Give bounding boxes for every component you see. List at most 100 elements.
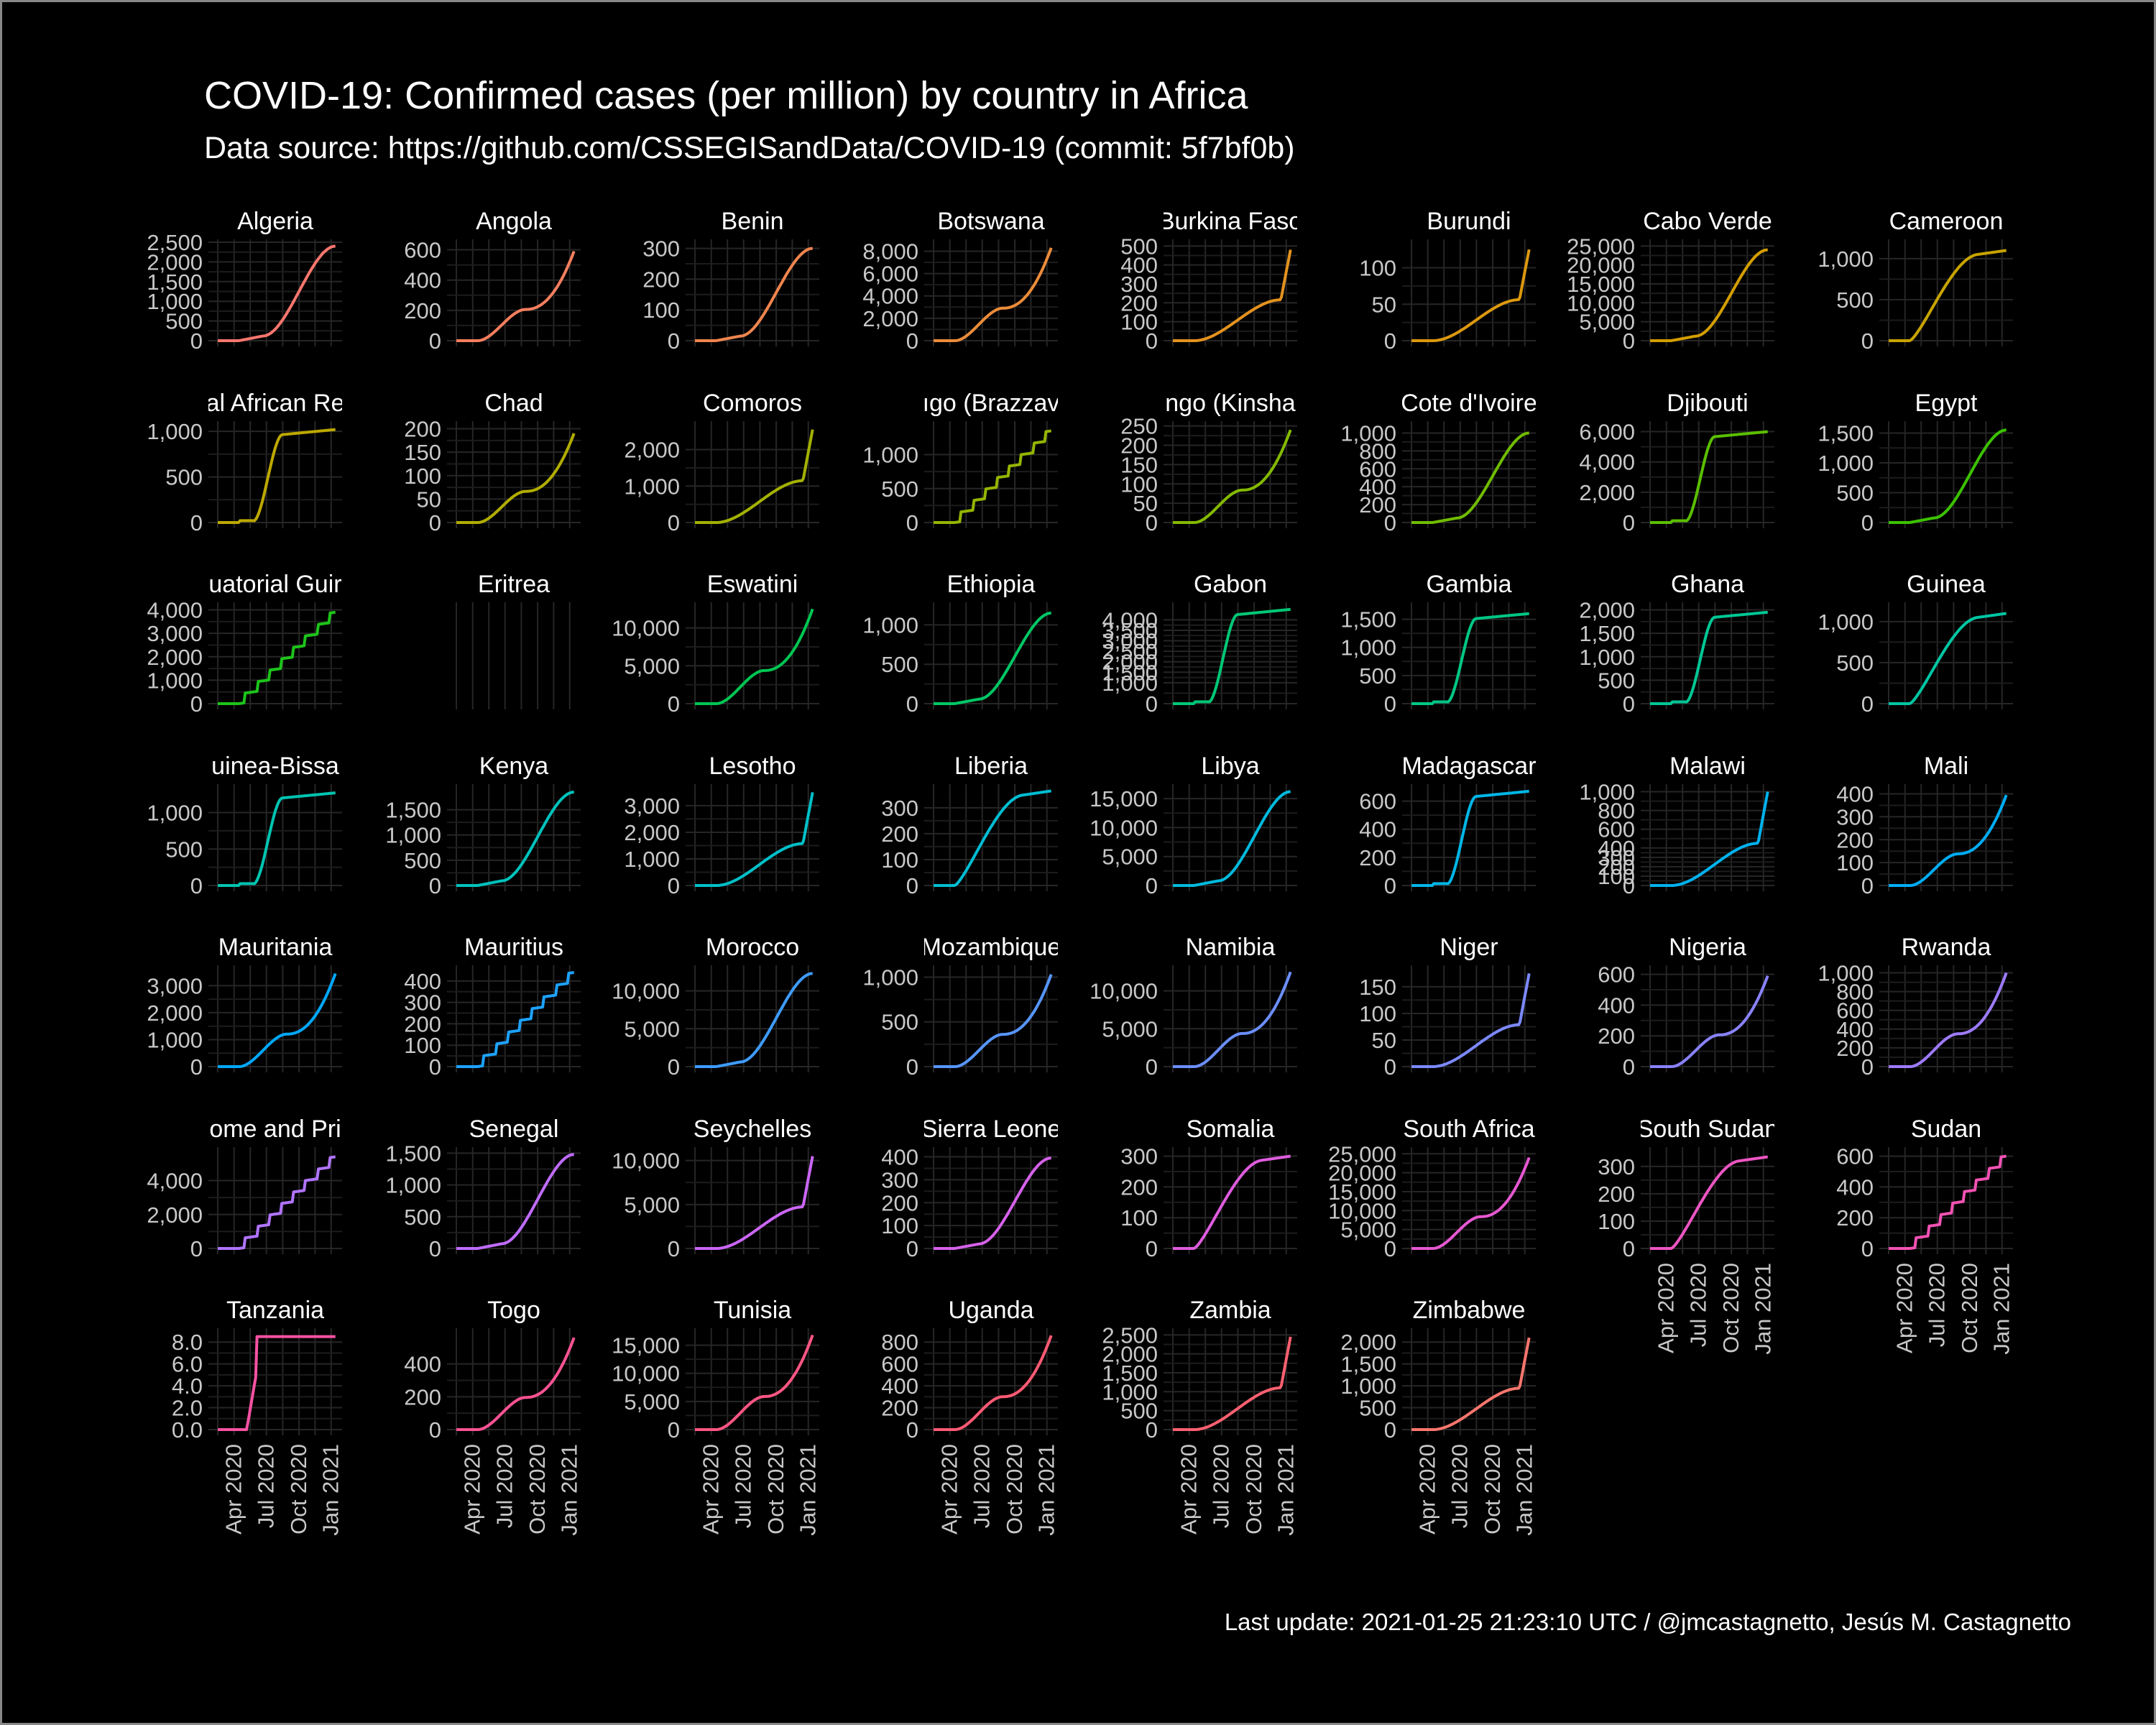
y-tick-label: 2,000 [1579,598,1635,623]
y-tick-label: 0 [906,873,918,898]
x-tick-label: Jul 2020 [254,1444,279,1528]
x-tick-label: Oct 2020 [1957,1263,1982,1353]
y-tick-label: 4,000 [1579,450,1635,475]
y-tick-label: 0 [1623,1236,1635,1261]
y-tick-label: 0 [190,1236,203,1261]
series-line-madagascar [1411,789,1529,887]
y-tick-label: 400 [404,969,441,994]
y-tick-label: 1,000 [1102,671,1158,696]
series-line-mauritania [217,972,337,1068]
facet-title: South Sudan [1637,1116,1779,1143]
y-tick-label: 10,000 [612,1149,680,1174]
facet-title: Tanzania [226,1297,324,1324]
facet-eritrea: Eritrea [456,571,571,709]
facet-south-africa: South Africa 05,00010,00015,00020,00025,0… [1328,1116,1536,1261]
y-tick-label: 4,000 [147,598,203,623]
facet-seychelles: Seychelles 0 5,000 10,000 [612,1116,819,1261]
y-tick-label: 4,000 [147,1169,203,1194]
y-tick-label: 5,000 [1102,845,1158,870]
facet-title: Burundi [1427,208,1511,235]
facet-title: Botswana [937,208,1044,235]
x-tick-label: Jan 2021 [1989,1263,2014,1355]
y-tick-label: 1,000 [624,474,680,499]
facet-title: uatorial Guir [208,571,341,598]
y-tick-label: 500 [881,652,918,677]
facet-somalia: Somalia 0 100 200 300 [1120,1116,1297,1261]
x-tick-label: Jul 2020 [731,1444,756,1528]
series-line-burkina-faso [1172,249,1292,342]
y-tick-label: 0 [906,691,918,717]
y-tick-label: 0 [429,873,441,898]
chart-title: COVID-19: Confirmed cases (per million) … [204,74,1248,117]
series-line-congo-kinshasa- [1172,429,1292,524]
y-tick-label: 10,000 [1328,1198,1396,1223]
facet-djibouti: Djibouti 0 2,000 4,000 6,000 [1579,390,1774,535]
facet-comoros: Comoros 0 1,000 2,000 [624,390,819,535]
y-tick-label: 0 [668,328,680,354]
x-tick-label: Apr 2020 [1176,1444,1202,1535]
x-tick-label: Jan 2021 [1512,1444,1537,1536]
y-tick-label: 1,500 [147,270,203,295]
facet-title: Uganda [948,1297,1033,1324]
series-line-mozambique [933,974,1053,1068]
facet-title: Sierra Leone [921,1116,1061,1143]
y-tick-label: 4.0 [172,1374,203,1399]
y-tick-label: 1,000 [1340,635,1396,661]
y-tick-label: 300 [1120,272,1158,297]
x-tick-label: Jan 2021 [318,1444,344,1536]
y-tick-label: 6,000 [1579,420,1635,445]
series-line-eswatini [694,608,814,705]
series-line-morocco [694,972,813,1068]
x-tick-label: Jul 2020 [492,1444,517,1528]
series-line-djibouti [1649,430,1768,524]
facet-title: Malawi [1669,753,1746,780]
series-line-ethiopia [933,612,1051,705]
series-line-tunisia [694,1334,814,1431]
y-tick-label: 1,000 [1340,1374,1396,1399]
facet-title: Egypt [1915,390,1978,417]
facet-nigeria: Nigeria 0 200 400 600 [1598,934,1774,1080]
series-line-namibia [1172,971,1292,1068]
y-tick-label: 200 [1120,433,1158,459]
series-line-cote-d-ivoire [1411,431,1529,524]
series-line-cabo-verde [1649,248,1768,342]
y-tick-label: 3,000 [147,973,203,998]
facet-angola: Angola 0 200 400 600 [404,208,581,354]
x-tick-label: Oct 2020 [286,1444,311,1535]
facet-title: Zimbabwe [1413,1297,1526,1324]
y-tick-label: 0 [1384,691,1396,717]
y-tick-label: 200 [881,822,918,847]
x-tick-label: Oct 2020 [1241,1444,1266,1535]
y-tick-label: 500 [1359,1396,1396,1421]
y-tick-label: 0 [429,1054,441,1080]
y-tick-label: 500 [165,309,203,334]
y-tick-label: 0 [1384,328,1396,354]
y-tick-label: 300 [642,236,680,262]
y-tick-label: 100 [404,1033,441,1058]
y-tick-label: 500 [1836,288,1874,313]
y-tick-label: 50 [1372,292,1396,317]
series-line-sudan [1888,1154,2007,1250]
facet-title: ngo (Kinsha [1165,390,1296,417]
facet-title: Niger [1439,934,1498,961]
facet-benin: Benin 0 100 200 300 [642,208,819,354]
y-tick-label: 100 [1120,1205,1158,1230]
series-line-sierra-leone [933,1156,1051,1250]
series-line-mali [1888,794,2008,887]
x-tick-label: Jul 2020 [969,1444,995,1528]
y-tick-label: 500 [1359,663,1396,689]
y-tick-label: 500 [165,465,203,490]
y-tick-label: 150 [404,440,441,465]
x-tick-label: Oct 2020 [763,1444,788,1535]
y-tick-label: 1,000 [1818,247,1874,272]
y-tick-label: 3,000 [624,794,680,819]
y-tick-label: 1,000 [147,668,203,693]
facet-title: Cabo Verde [1643,208,1772,235]
y-tick-label: 1,000 [862,443,918,468]
x-tick-label: Jan 2021 [796,1444,821,1536]
